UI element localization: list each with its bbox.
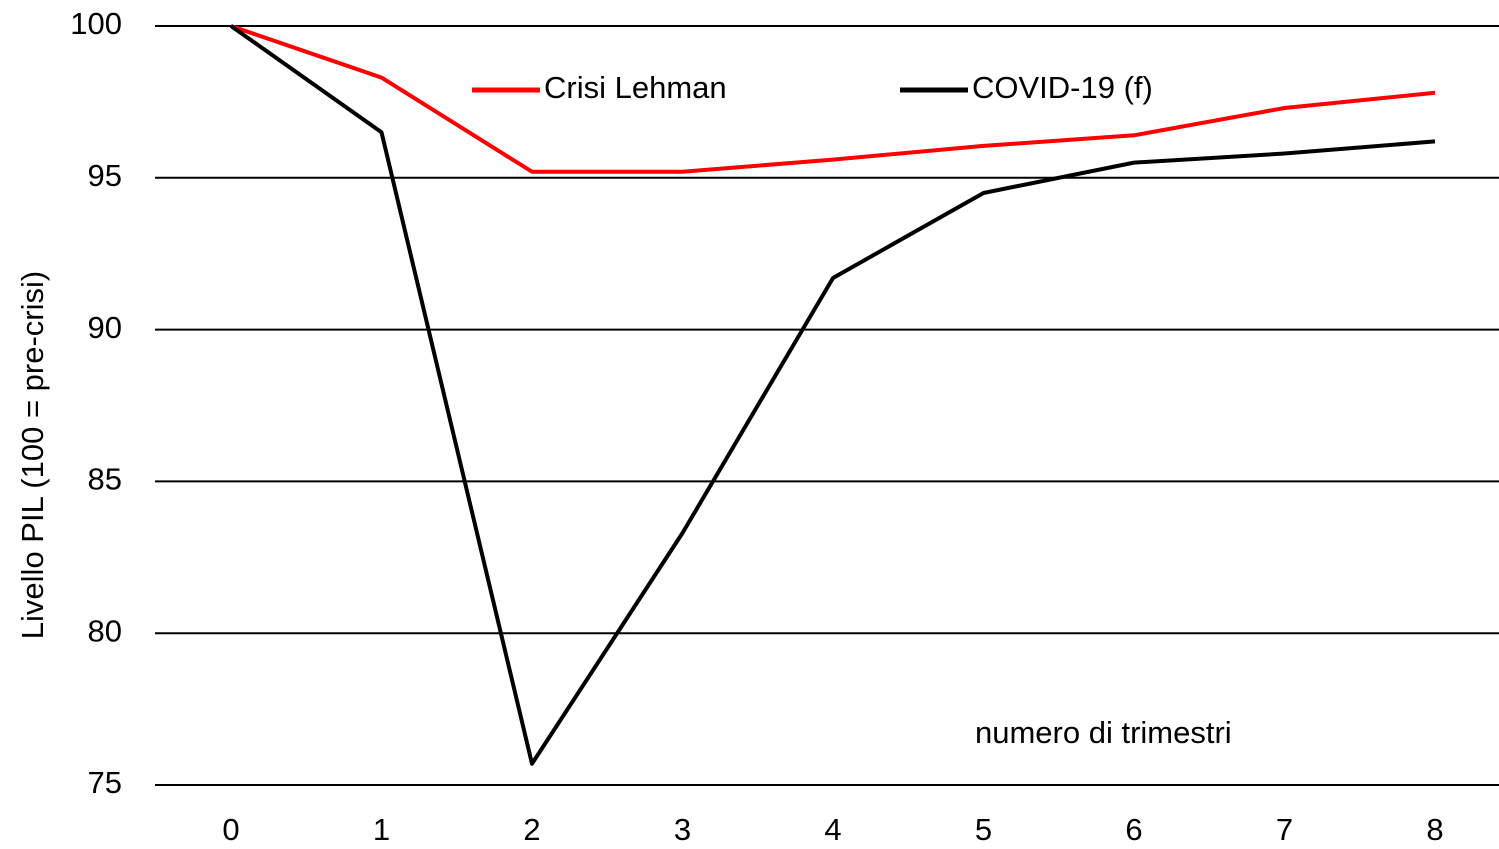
legend-label: Crisi Lehman [544, 70, 727, 105]
x-tick-label: 1 [373, 812, 390, 847]
y-tick-label: 75 [88, 765, 122, 800]
y-tick-label: 100 [70, 6, 122, 41]
x-tick-label: 0 [222, 812, 239, 847]
x-tick-label: 5 [975, 812, 992, 847]
line-series [229, 24, 1436, 766]
line-series [230, 24, 1436, 174]
x-tick-label: 6 [1125, 812, 1142, 847]
x-tick-label: 3 [674, 812, 691, 847]
y-axis-label: Livello PIL (100 = pre-crisi) [15, 271, 50, 639]
x-tick-label: 8 [1426, 812, 1443, 847]
x-tick-label: 7 [1276, 812, 1293, 847]
y-tick-label: 95 [88, 158, 122, 193]
y-tick-label: 85 [88, 462, 122, 497]
x-axis-label: numero di trimestri [975, 715, 1232, 750]
legend-label: COVID-19 (f) [972, 70, 1153, 105]
y-tick-label: 80 [88, 613, 122, 648]
x-tick-label: 2 [523, 812, 540, 847]
x-tick-label: 4 [824, 812, 841, 847]
y-tick-label: 90 [88, 310, 122, 345]
